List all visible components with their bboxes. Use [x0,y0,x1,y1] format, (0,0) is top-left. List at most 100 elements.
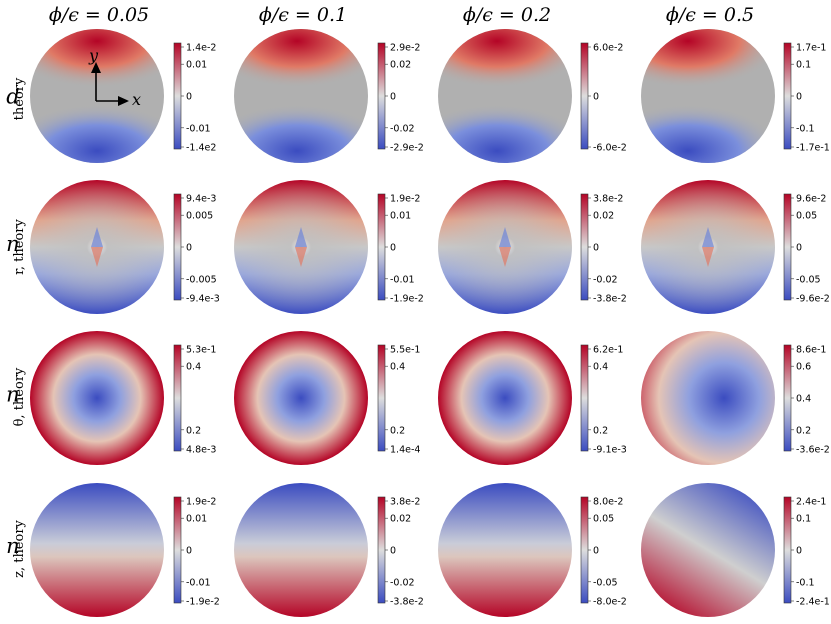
colorbar-tick-mid-top: 0.01 [390,211,411,222]
colorbar-tick-min: 1.4e-4 [390,445,420,456]
colorbar-p-3: 6.0e-2 0 -6.0e-2 [580,43,627,154]
disk-ur-2 [234,180,368,314]
disk-ut-3 [438,331,572,465]
colorbar-tick-min: -1.9e-2 [186,597,220,608]
colorbar-ut-1: 5.3e-1 0.4 0.2 4.8e-3 [173,345,216,456]
colorbar-tick-min: -1.7e-1 [796,143,830,154]
colorbar-tick-zero: 0 [186,243,192,254]
disk-ur-1 [30,180,164,314]
colorbar-tick-max: 1.9e-2 [186,497,216,508]
colorbar-tick-mid-bot: -0.1 [796,577,815,588]
colorbar-tick-mid-bot: -0.02 [593,274,618,285]
colorbar-tick-max: 2.4e-1 [796,497,826,508]
column-header-2: ϕ/ϵ = 0.1 [258,4,348,26]
colorbar-tick-mid-top: 0.4 [593,362,608,373]
disk-uz-1 [30,483,164,617]
colorbar-tick-max: 3.8e-2 [593,194,623,205]
colorbar-tick-zero: 0 [390,546,396,557]
column-header-4: ϕ/ϵ = 0.5 [665,4,755,26]
colorbar-tick-max: 6.0e-2 [593,43,623,54]
colorbar-tick-mid-bot: -0.02 [390,123,415,134]
colorbar-tick-zero: 0 [796,546,802,557]
colorbar-tick-min: -9.1e-3 [593,445,627,456]
colorbar-tick-max: 9.4e-3 [186,194,216,205]
disk-ut-2 [234,331,368,465]
colorbar-uz-1: 1.9e-2 0.01 0 -0.01 -1.9e-2 [173,497,220,608]
colorbar-tick-zero: 0 [796,243,802,254]
colorbar-tick-mid-top: 0.6 [796,362,811,373]
colorbar-tick-min: 4.8e-3 [186,445,216,456]
disk-uz-4 [641,483,775,617]
colorbar-ut-2: 5.5e-1 0.4 0.2 1.4e-4 [377,345,420,456]
disk-p-4 [641,29,775,163]
colorbar-tick-min: -1.4e2 [186,143,216,154]
colorbar-uz-2: 3.8e-2 0.02 0 -0.02 -3.8e-2 [377,497,424,608]
colorbar-tick-zero: 0.4 [796,394,811,405]
column-header-3: ϕ/ϵ = 0.2 [462,4,552,26]
colorbar-tick-mid-top: 0.4 [390,362,405,373]
colorbar-tick-min: -1.9e-2 [390,294,424,305]
colorbar-ur-2: 1.9e-2 0.01 0 -0.01 -1.9e-2 [377,194,424,305]
colorbar-tick-mid-bot: -0.005 [186,274,217,285]
colorbar-tick-mid-top: 0.05 [796,211,817,222]
disk-p-3 [438,29,572,163]
colorbar-p-2: 2.9e-2 0.02 0 -0.02 -2.9e-2 [377,43,424,154]
disk-ut-1 [30,331,164,465]
colorbar-tick-mid-bot: -0.05 [593,577,618,588]
colorbar-tick-max: 9.6e-2 [796,194,826,205]
axes-inset: yx [88,46,141,109]
colorbar-tick-mid-bot: -0.01 [390,274,415,285]
colorbar-tick-max: 8.6e-1 [796,345,826,356]
colorbar-tick-mid-top: 0.01 [186,514,207,525]
disk-ur-4 [641,180,775,314]
colorbar-p-4: 1.7e-1 0.1 0 -0.1 -1.7e-1 [783,43,830,154]
colorbar-tick-min: -3.8e-2 [593,294,627,305]
colorbar-tick-mid-bot: -0.02 [390,577,415,588]
colorbar-tick-max: 1.7e-1 [796,43,826,54]
colorbar-tick-min: -9.6e-2 [796,294,830,305]
colorbar-tick-mid-bot: -0.01 [186,577,211,588]
y-arrow-icon [91,62,101,73]
disk-ut-4 [641,331,775,465]
axis-label-x: x [132,90,141,109]
colorbar-tick-zero: 0 [593,546,599,557]
colorbar-tick-max: 1.4e-2 [186,43,216,54]
colorbar-tick-mid-top: 0.01 [186,60,207,71]
colorbar-tick-min: -8.0e-2 [593,597,627,608]
colorbar-tick-mid-bot: 0.2 [796,425,811,436]
disk-ur-3 [438,180,572,314]
colorbar-ur-3: 3.8e-2 0.02 0 -0.02 -3.8e-2 [580,194,627,305]
column-header-1: ϕ/ϵ = 0.05 [48,4,150,26]
colorbar-tick-mid-bot: 0.2 [593,425,608,436]
colorbar-tick-mid-top: 0.02 [390,60,411,71]
colorbar-tick-max: 8.0e-2 [593,497,623,508]
colorbar-tick-mid-top: 0.02 [390,514,411,525]
colorbar-tick-min: -6.0e-2 [593,143,627,154]
colorbar-p-1: 1.4e-2 0.01 0 -0.01 -1.4e2 [173,43,216,154]
colorbar-tick-mid-top: 0.1 [796,514,811,525]
colorbar-tick-min: -2.9e-2 [390,143,424,154]
disk-uz-3 [438,483,572,617]
colorbar-tick-mid-top: 0.02 [593,211,614,222]
colorbar-tick-min: -2.4e-1 [796,597,830,608]
colorbar-tick-mid-top: 0.05 [593,514,614,525]
colorbar-tick-zero: 0 [593,92,599,103]
colorbar-tick-min: -3.6e-2 [796,445,830,456]
colorbar-tick-mid-bot: 0.2 [390,425,405,436]
colorbar-uz-3: 8.0e-2 0.05 0 -0.05 -8.0e-2 [580,497,627,608]
colorbar-ur-4: 9.6e-2 0.05 0 -0.05 -9.6e-2 [783,194,830,305]
colorbar-tick-mid-bot: 0.2 [186,425,201,436]
colorbar-tick-zero: 0 [390,243,396,254]
colorbar-ur-1: 9.4e-3 0.005 0 -0.005 -9.4e-3 [173,194,220,305]
colorbar-tick-max: 5.5e-1 [390,345,420,356]
disk-p-2 [234,29,368,163]
colorbar-tick-min: -9.4e-3 [186,294,220,305]
colorbar-tick-mid-top: 0.005 [186,211,213,222]
colorbar-tick-zero: 0 [390,92,396,103]
colorbar-tick-zero: 0 [186,92,192,103]
colorbar-tick-zero: 0 [186,546,192,557]
axis-label-y: y [88,46,99,65]
disk-uz-2 [234,483,368,617]
